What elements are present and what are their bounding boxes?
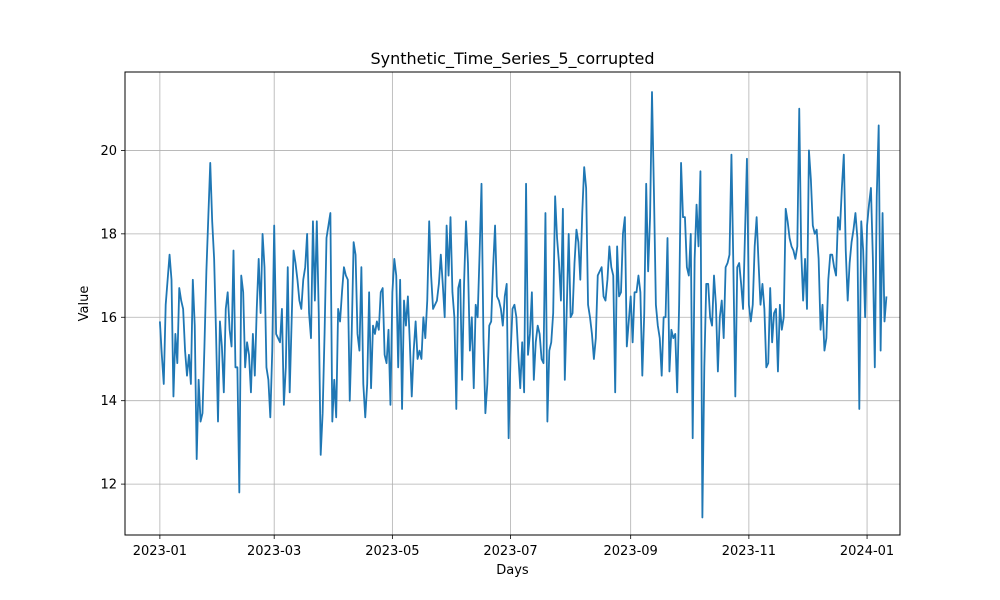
y-tick-label: 18 <box>100 227 117 242</box>
plot-area-frame <box>124 71 901 536</box>
x-axis-ticks: 2023-01 2023-03 2023-05 2023-07 2023-09 2023-… <box>133 535 894 559</box>
x-axis-label: Days <box>496 563 529 578</box>
y-tick-label: 16 <box>100 311 117 326</box>
y-tick-label: 12 <box>100 478 117 493</box>
series-line <box>158 91 888 519</box>
x-tick-label: 2023-07 <box>483 544 537 559</box>
x-tick-label: 2023-05 <box>365 544 419 559</box>
x-tick-label: 2023-09 <box>604 544 658 559</box>
series-layer <box>158 91 888 519</box>
x-tick-label: 2023-11 <box>722 544 776 559</box>
x-tick-label: 2023-01 <box>133 544 187 559</box>
x-tick-label: 2023-03 <box>247 544 301 559</box>
y-tick-label: 14 <box>100 394 117 409</box>
x-tick-label: 2024-01 <box>840 544 894 559</box>
y-axis-ticks: 12 14 16 18 20 <box>100 144 125 493</box>
y-axis-label: Value <box>77 286 92 322</box>
y-tick-label: 20 <box>100 144 117 159</box>
chart-title: Synthetic_Time_Series_5_corrupted <box>370 49 654 69</box>
